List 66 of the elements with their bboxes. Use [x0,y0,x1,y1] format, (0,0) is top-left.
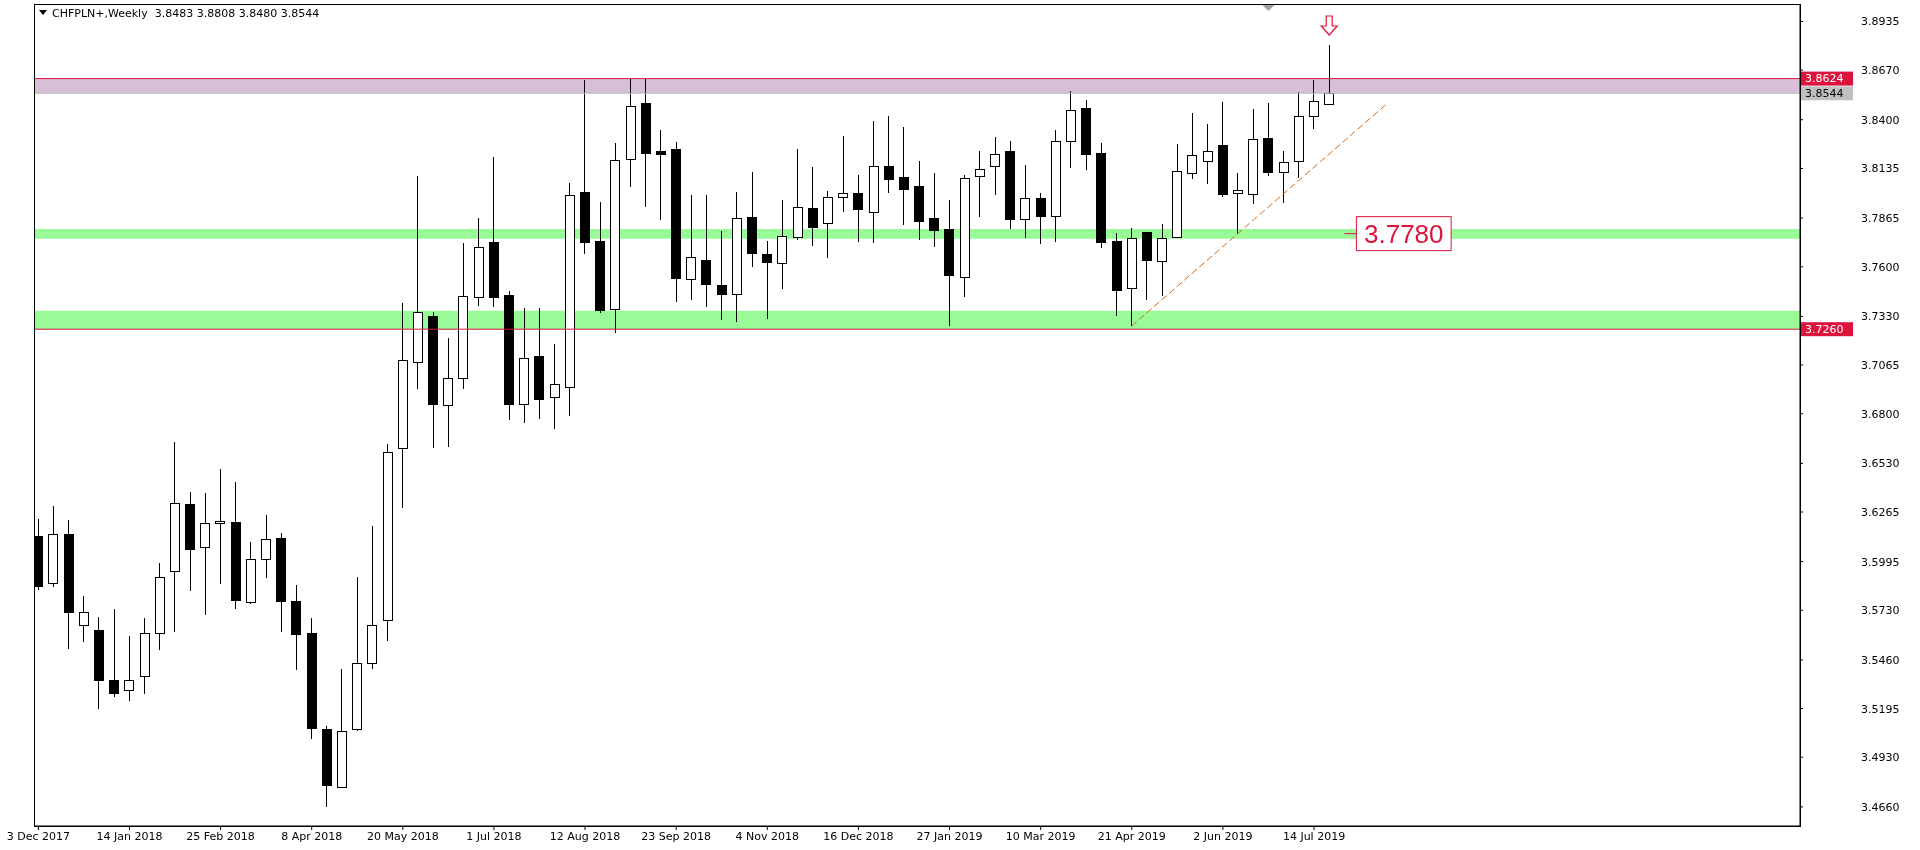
y-tick-label: 3.8400 [1861,113,1900,127]
candlestick [990,136,1001,196]
candlestick [78,595,89,643]
candlestick [1020,164,1031,239]
y-tick-label: 3.8670 [1861,64,1900,78]
ref-line-label: 3.7260 [1805,323,1844,337]
y-tick-label: 3.7865 [1861,211,1900,225]
ref-line-label: 3.8624 [1805,72,1844,86]
x-tick-label: 16 Dec 2018 [823,829,894,843]
x-tick-label: 3 Dec 2017 [6,829,70,843]
x-tick-label: 4 Nov 2018 [735,829,800,843]
y-tick-label: 3.7065 [1861,358,1900,372]
y-tick-label: 3.8935 [1861,15,1900,29]
candlestick [261,514,272,579]
x-tick-label: 1 Jul 2018 [466,829,522,843]
x-tick-label: 12 Aug 2018 [549,829,621,843]
candlestick [853,174,864,243]
y-tick-label: 3.4660 [1861,800,1900,814]
x-tick-label: 21 Apr 2019 [1097,829,1166,843]
candlestick [1202,123,1213,185]
y-tick-label: 3.4930 [1861,751,1900,765]
y-tick-label: 3.7600 [1861,260,1900,274]
candlestick [215,468,226,585]
candlestick [1308,79,1319,130]
candlestick [762,240,773,320]
x-tick-label: 25 Feb 2018 [186,829,255,843]
ref-line-label: 3.8544 [1805,87,1844,101]
candlestick [1278,150,1289,204]
x-tick-label: 14 Jan 2018 [96,829,163,843]
x-tick-label: 27 Jan 2019 [916,829,983,843]
annotation: 3.7780 [1364,218,1444,249]
y-tick-label: 3.5195 [1861,702,1900,716]
candlestick [807,166,818,247]
candlestick [686,194,697,301]
y-tick-label: 3.6265 [1861,505,1900,519]
candlestick [898,126,909,226]
candlestick [701,194,712,308]
candlestick [974,150,985,218]
candlestick [838,135,849,213]
y-tick-label: 3.7330 [1861,310,1900,324]
candlestick [716,230,727,321]
y-tick-label: 3.5730 [1861,604,1900,618]
y-tick-label: 3.5460 [1861,653,1900,667]
candlestick [1157,223,1168,297]
candlestick [1233,172,1243,235]
candlestick [929,172,940,248]
candlestick [883,115,894,194]
candlestick [109,608,120,698]
x-tick-label: 8 Apr 2018 [281,829,343,843]
x-tick-label: 14 Jul 2019 [1282,829,1346,843]
x-tick-label: 2 Jun 2019 [1193,829,1253,843]
x-tick-label: 10 Mar 2019 [1005,829,1076,843]
candlestick [1324,44,1335,106]
x-tick-label: 20 May 2018 [366,829,439,843]
candlestick [200,492,211,616]
y-tick-label: 3.6530 [1861,457,1900,471]
candlestick [1035,192,1046,245]
candlestick [549,343,560,430]
candlestick [124,635,135,702]
chart-title: CHFPLN+,Weekly 3.8483 3.8808 3.8480 3.8544 [52,7,320,20]
y-tick-label: 3.5995 [1861,555,1900,569]
candlestick [1187,112,1198,180]
x-tick-label: 23 Sep 2018 [641,829,712,843]
y-tick-label: 3.8135 [1861,162,1900,176]
candlestick [655,129,666,221]
y-tick-label: 3.6800 [1861,407,1900,421]
